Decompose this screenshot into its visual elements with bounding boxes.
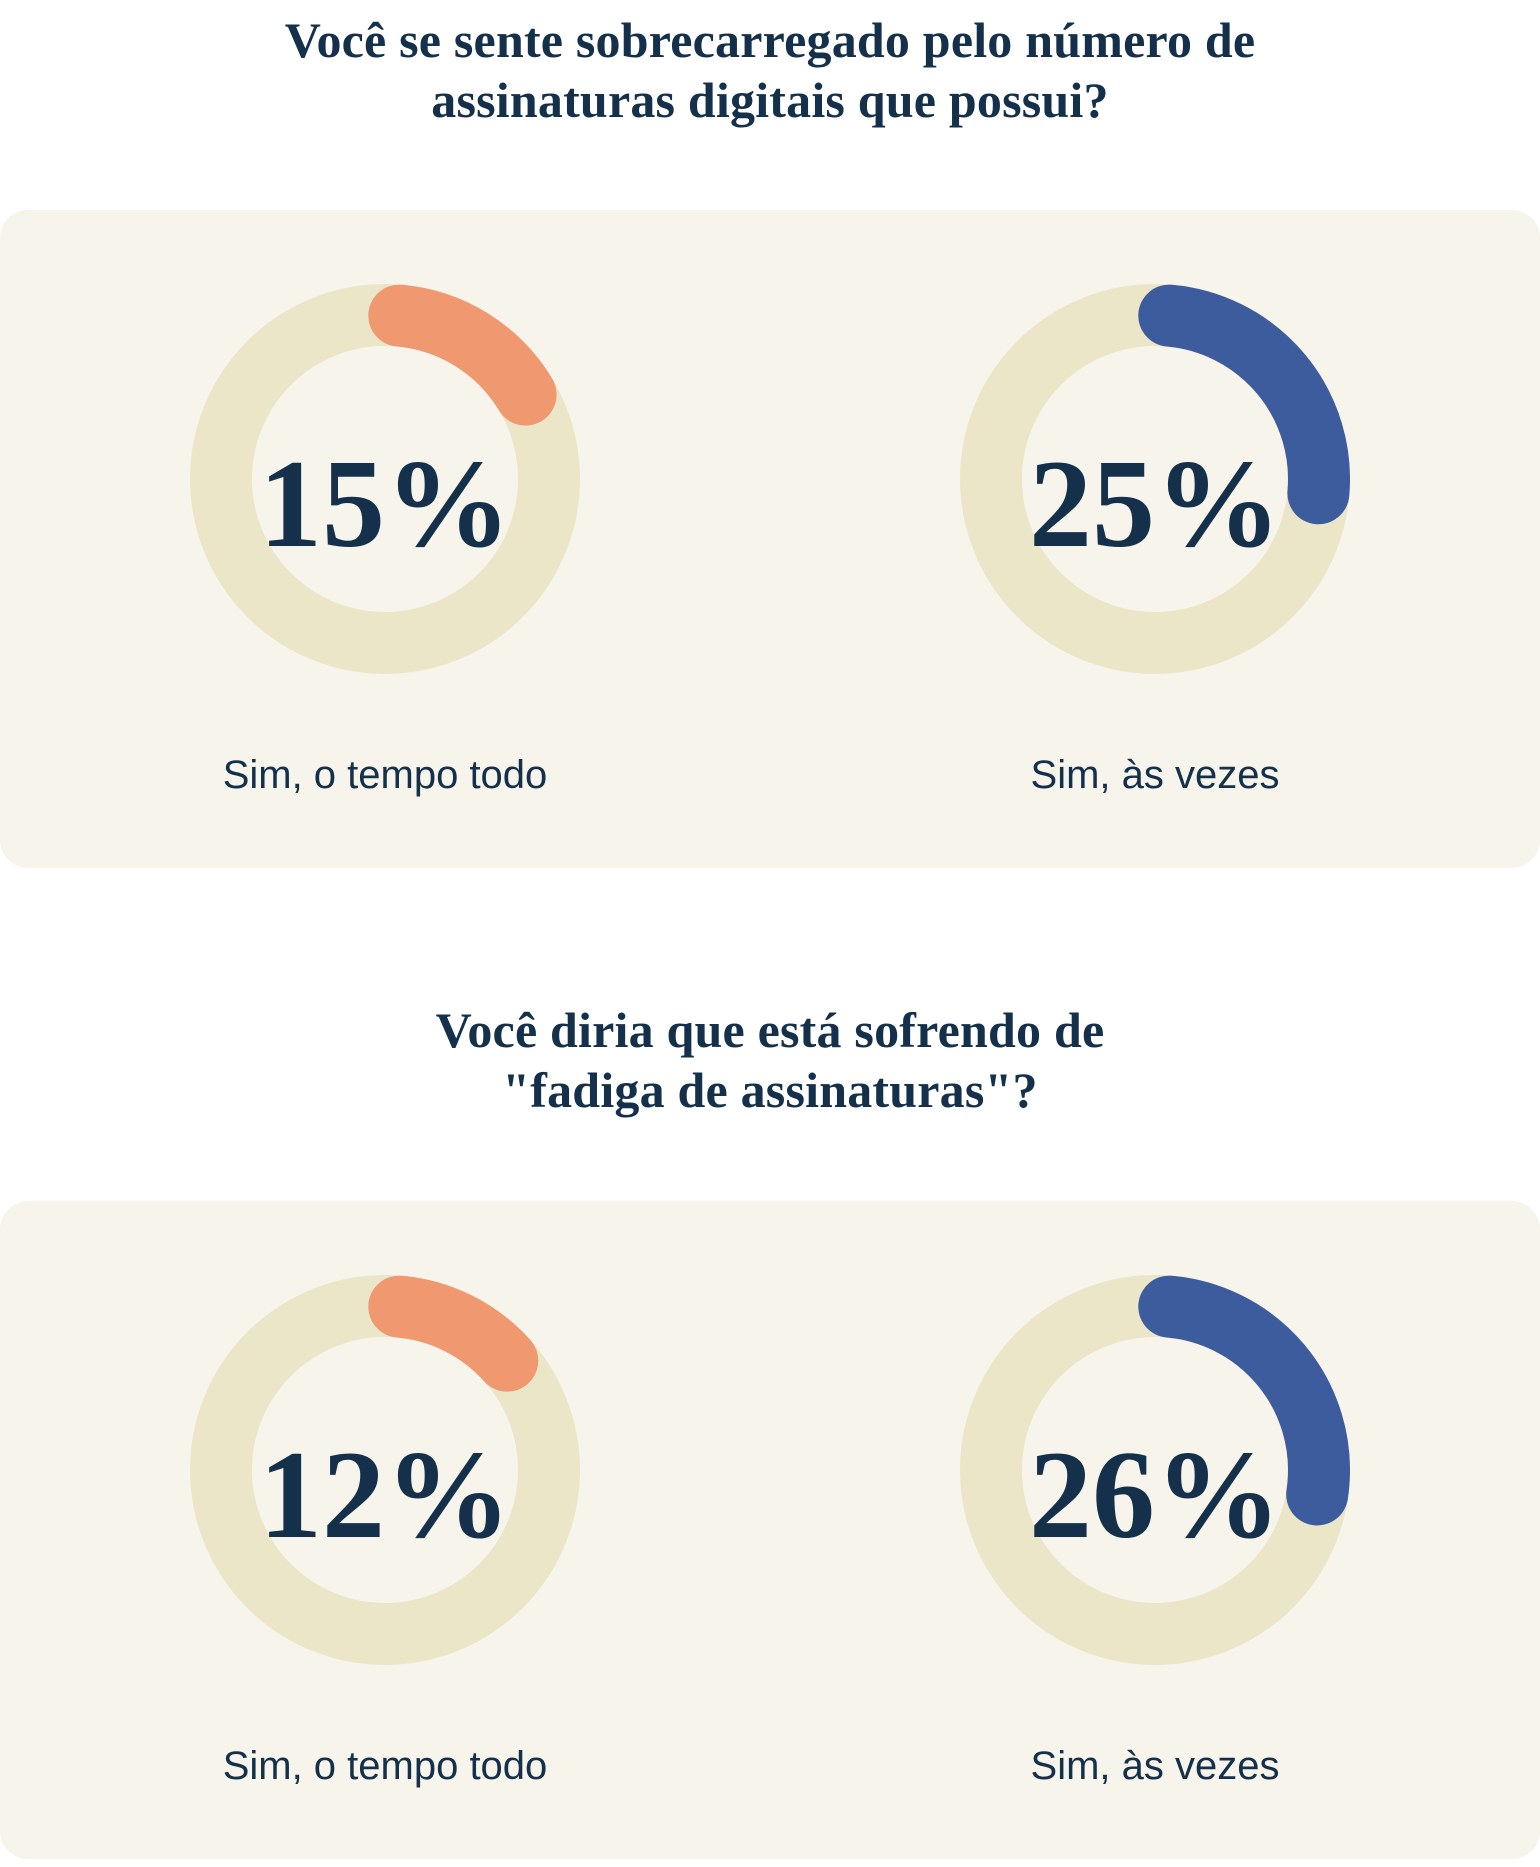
section-subscription-fatigue: Você diria que está sofrendo de "fadiga … [0, 1000, 1540, 1859]
donut-gauge: 26% [960, 1275, 1350, 1665]
donut-gauge: 12% [190, 1275, 580, 1665]
donut-value-arc [960, 284, 1350, 674]
section-overwhelmed-by-subscriptions: Você se sente sobrecarregado pelo número… [0, 0, 1540, 868]
donut-chart-sometimes: 25% Sim, às vezes [770, 284, 1540, 798]
donut-value-arc [190, 284, 580, 674]
title-line-2: assinaturas digitais que possui? [431, 72, 1109, 128]
charts-card: 12% Sim, o tempo todo 26% Sim, às vezes [0, 1201, 1540, 1859]
title-line-1: Você se sente sobrecarregado pelo número… [284, 12, 1256, 68]
donut-svg [960, 1275, 1350, 1665]
chart-caption: Sim, o tempo todo [222, 1744, 548, 1788]
donut-value-arc [190, 1275, 580, 1665]
title-line-1: Você diria que está sofrendo de [435, 1002, 1105, 1058]
section-title: Você diria que está sofrendo de "fadiga … [0, 1000, 1540, 1120]
donut-gauge: 15% [190, 284, 580, 674]
donut-value-arc [960, 1275, 1350, 1665]
chart-caption: Sim, às vezes [1030, 753, 1280, 797]
donut-gauge: 25% [960, 284, 1350, 674]
donut-chart-always: 12% Sim, o tempo todo [0, 1275, 770, 1789]
donut-svg [190, 284, 580, 674]
donut-chart-always: 15% Sim, o tempo todo [0, 284, 770, 798]
chart-caption: Sim, às vezes [1030, 1744, 1280, 1788]
donut-svg [960, 284, 1350, 674]
charts-card: 15% Sim, o tempo todo 25% Sim, às vezes [0, 210, 1540, 868]
section-title: Você se sente sobrecarregado pelo número… [0, 0, 1540, 130]
donut-svg [190, 1275, 580, 1665]
chart-caption: Sim, o tempo todo [222, 753, 548, 797]
donut-chart-sometimes: 26% Sim, às vezes [770, 1275, 1540, 1789]
title-line-2: "fadiga de assinaturas"? [502, 1062, 1038, 1118]
